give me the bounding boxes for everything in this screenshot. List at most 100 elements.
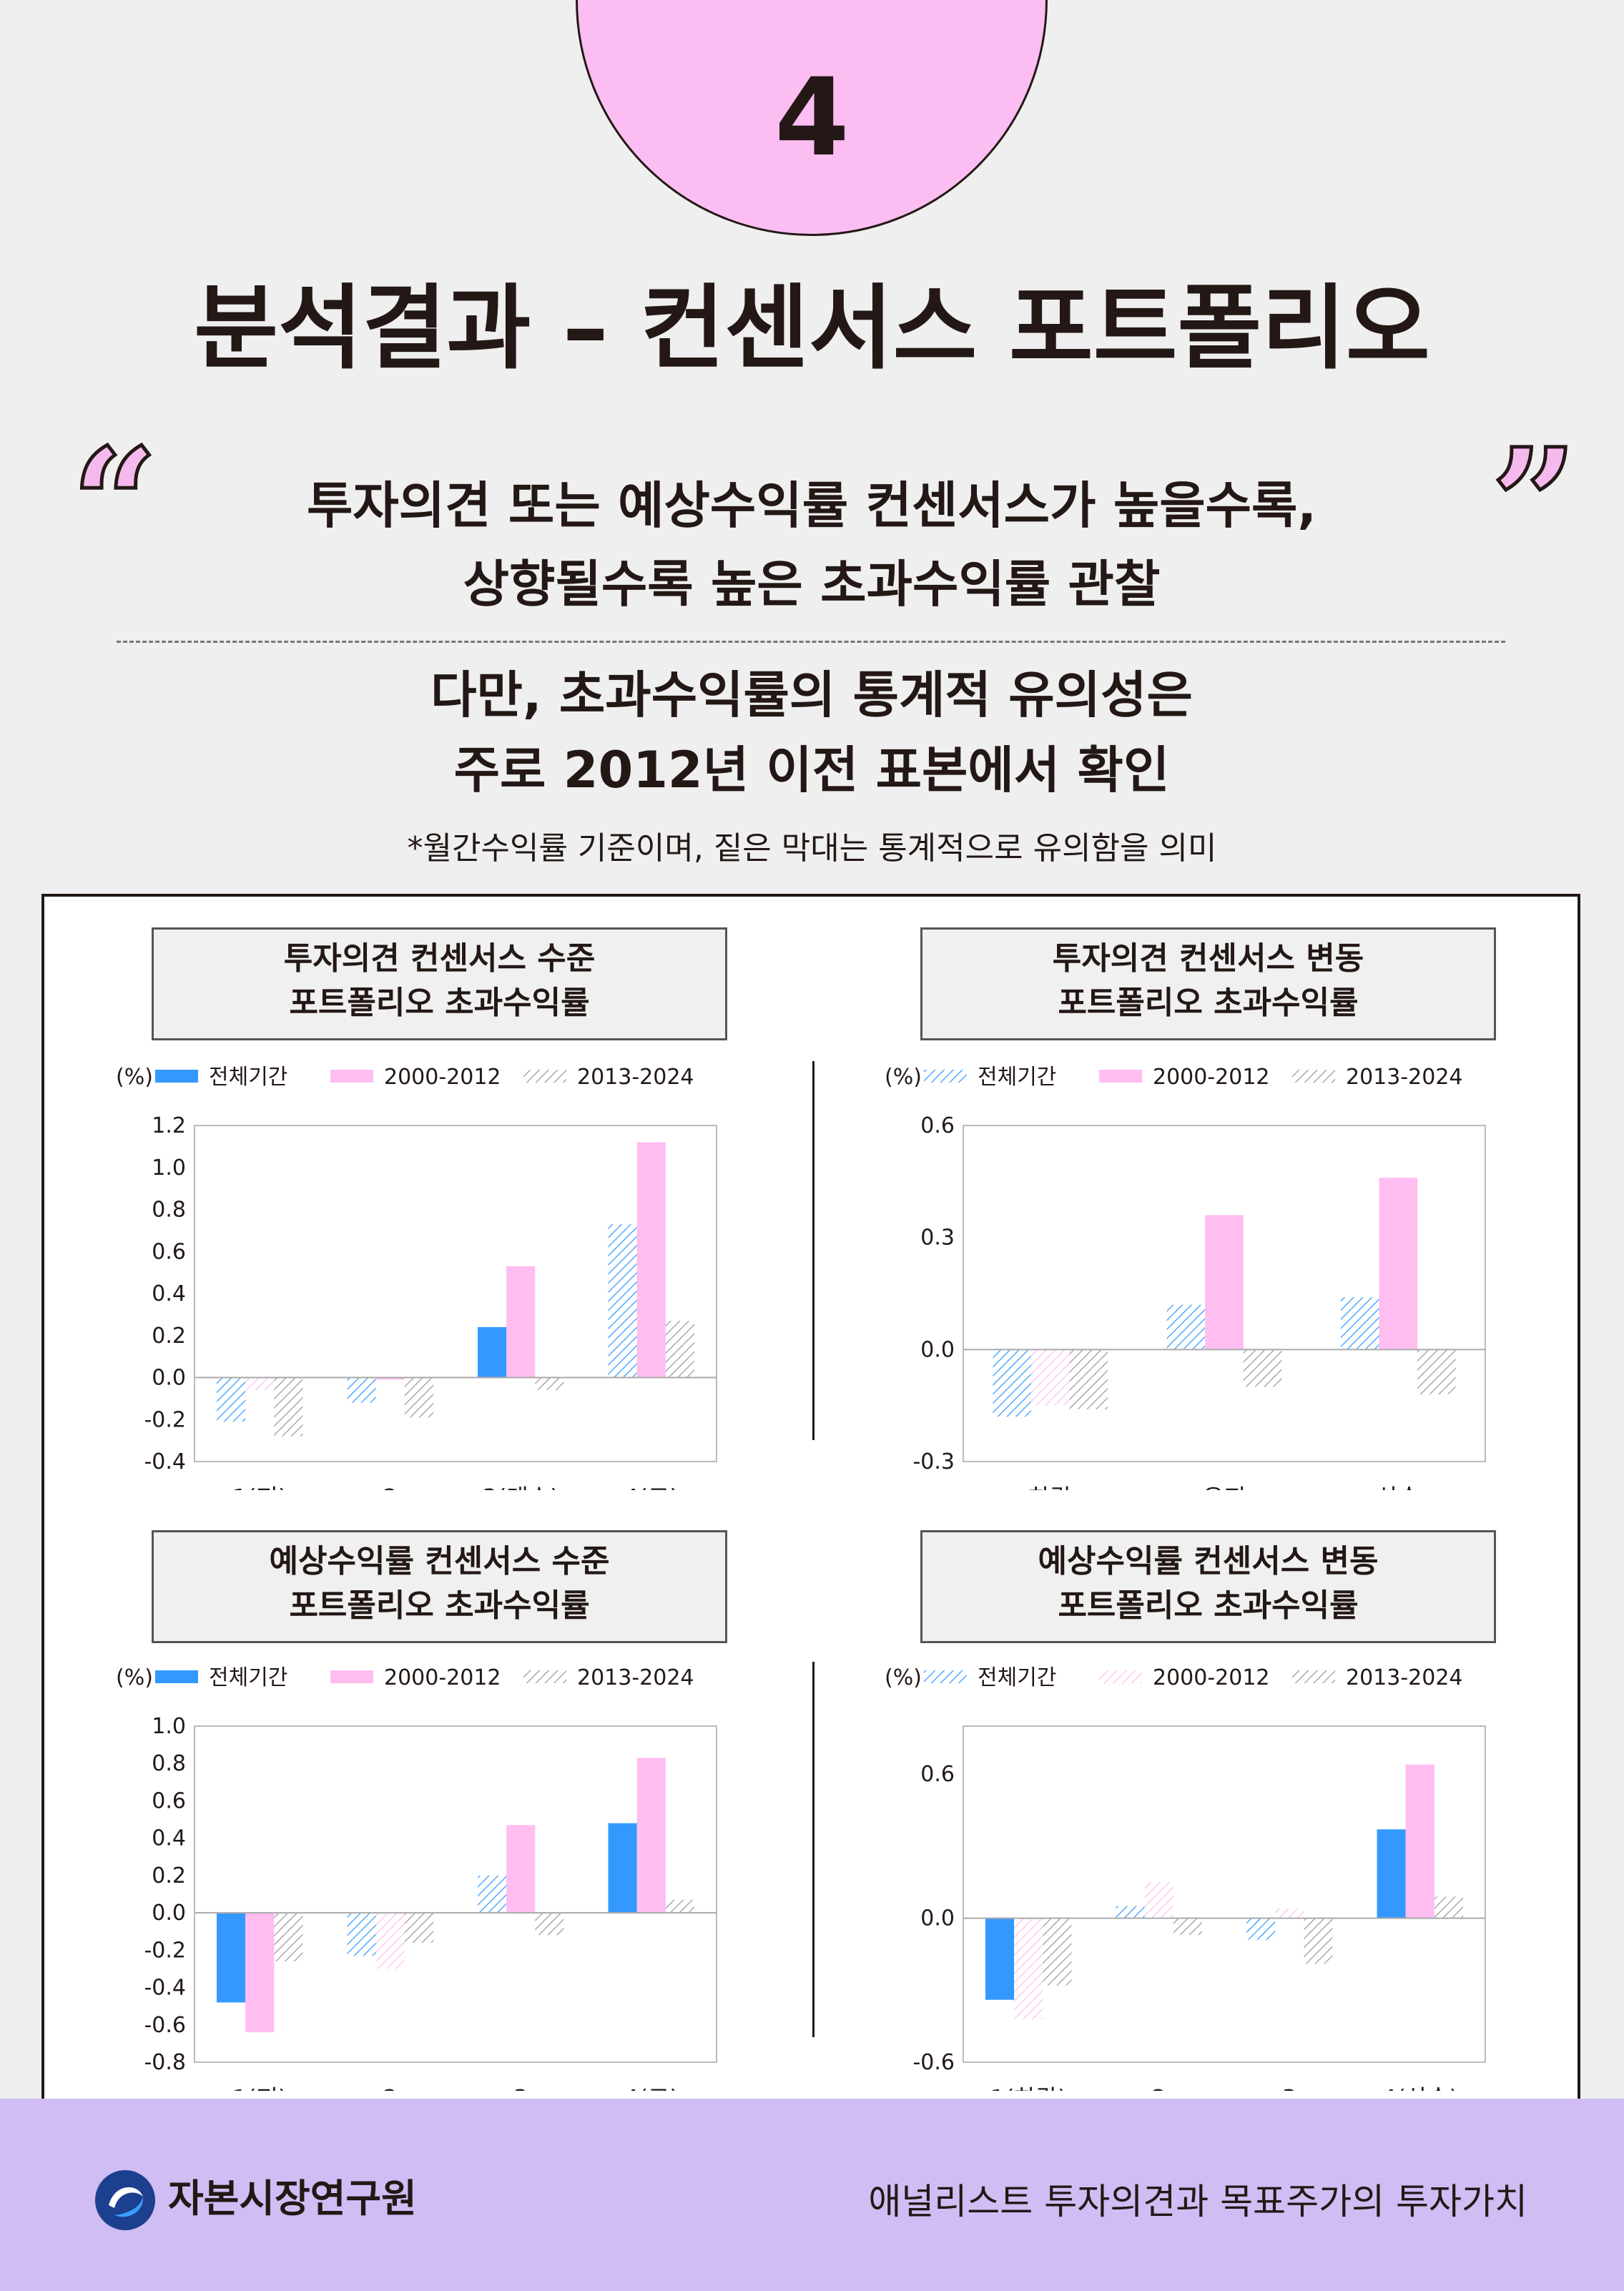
x-category-label: 2 <box>383 1484 398 1490</box>
y-tick-label: -0.8 <box>144 2050 186 2075</box>
unit-label: (%) <box>885 1665 922 1690</box>
bar-2013-2024-1(저) <box>274 1377 303 1437</box>
bar-2013-2024-1(저) <box>274 1913 303 1961</box>
bar-전체기간-4(상승) <box>1377 1829 1406 1918</box>
chart-3-title-line-1: 예상수익률 컨센서스 수준 <box>269 1543 610 1580</box>
unit-label: (%) <box>116 1665 153 1690</box>
headline-2-line-1: 다만, 초과수익률의 통계적 유의성은 <box>430 666 1193 724</box>
headline-1-line-2: 상향될수록 높은 초과수익률 관찰 <box>463 555 1161 614</box>
y-tick-label: 0.2 <box>152 1863 186 1888</box>
legend-swatch <box>523 1070 566 1083</box>
unit-label: (%) <box>116 1065 153 1090</box>
divider <box>117 641 1505 643</box>
y-tick-label: -0.4 <box>144 1449 186 1474</box>
x-category-label: 4(고) <box>624 1484 679 1490</box>
bar-2013-2024-3 <box>1304 1918 1333 1964</box>
legend-swatch <box>155 1070 198 1083</box>
org-name: 자본시장연구원 <box>168 2176 417 2221</box>
y-tick-label: -0.4 <box>144 1976 186 2001</box>
bar-2013-2024-4(상승) <box>1434 1896 1463 1918</box>
bar-2013-2024-2 <box>1173 1918 1202 1936</box>
x-category-label: 하락 <box>1028 1484 1072 1490</box>
bar-2013-2024-3 <box>535 1913 564 1936</box>
x-category-label: 1(하락) <box>990 2084 1067 2091</box>
bar-2013-2024-4(고) <box>665 1899 694 1913</box>
bar-전체기간-1(저) <box>217 1913 246 2003</box>
bar-전체기간-1(저) <box>217 1377 246 1422</box>
legend-label: 전체기간 <box>209 1665 287 1690</box>
y-tick-label: 0.2 <box>152 1324 186 1349</box>
bar-2000-2012-2 <box>1144 1882 1173 1918</box>
open-quote-icon: “ <box>70 415 160 592</box>
page-title: 분석결과 – 컨센서스 포트폴리오 <box>194 275 1430 382</box>
bar-2000-2012-상승 <box>1379 1178 1418 1350</box>
document-title: 애널리스트 투자의견과 목표주가의 투자가치 <box>868 2181 1527 2222</box>
bar-전체기간-하락 <box>993 1349 1031 1417</box>
bar-2013-2024-1(하락) <box>1043 1918 1072 1986</box>
bar-2013-2024-유지 <box>1243 1349 1282 1387</box>
legend-label: 전체기간 <box>978 1665 1056 1690</box>
headline-1-line-1: 투자의견 또는 예상수익률 컨센서스가 높을수록, <box>306 476 1317 535</box>
legend-swatch <box>330 1070 373 1083</box>
plot-area <box>963 1125 1486 1462</box>
footnote: *월간수익률 기준이며, 짙은 막대는 통계적으로 유의함을 의미 <box>407 830 1217 867</box>
y-tick-label: 1.2 <box>152 1113 186 1138</box>
y-tick-label: 0.4 <box>152 1826 186 1851</box>
close-quote-icon: ” <box>1490 415 1580 592</box>
bar-전체기간-상승 <box>1341 1297 1379 1350</box>
legend-label: 2000-2012 <box>1153 1665 1270 1690</box>
y-tick-label: 0.8 <box>152 1751 186 1776</box>
x-category-label: 유지 <box>1203 1484 1246 1490</box>
x-category-label: 4(고) <box>624 2084 679 2091</box>
legend-label: 2013-2024 <box>577 1065 694 1090</box>
y-tick-label: 1.0 <box>152 1714 186 1739</box>
bar-2013-2024-하락 <box>1069 1349 1108 1409</box>
bar-전체기간-3(매수) <box>478 1327 507 1378</box>
bar-2000-2012-2 <box>375 1913 405 1969</box>
legend-label: 전체기간 <box>978 1065 1056 1090</box>
chart-1-title-box: 투자의견 컨센서스 수준 포트폴리오 초과수익률 <box>152 927 727 1040</box>
bar-2000-2012-4(고) <box>636 1142 666 1378</box>
y-tick-label: 0.0 <box>152 1901 186 1926</box>
legend-label: 2000-2012 <box>384 1065 501 1090</box>
bar-2013-2024-4(고) <box>665 1321 694 1378</box>
legend-label: 2000-2012 <box>1153 1065 1270 1090</box>
bar-2000-2012-4(고) <box>636 1758 666 1913</box>
plot-area <box>194 1125 717 1462</box>
bar-전체기간-2 <box>1116 1906 1145 1918</box>
y-tick-label: 0.0 <box>920 1337 955 1362</box>
section-number: 4 <box>774 56 850 180</box>
legend-label: 전체기간 <box>209 1065 287 1090</box>
legend-swatch <box>523 1670 566 1683</box>
legend-swatch <box>1099 1670 1142 1683</box>
headline-2-line-2: 주로 2012년 이전 표본에서 확인 <box>453 741 1170 799</box>
chart-4-title-box: 예상수익률 컨센서스 변동 포트폴리오 초과수익률 <box>920 1530 1496 1643</box>
x-category-label: 상승 <box>1377 1484 1420 1490</box>
footer: 자본시장연구원 애널리스트 투자의견과 목표주가의 투자가치 <box>0 2099 1624 2291</box>
bar-전체기간-4(고) <box>608 1823 637 1913</box>
chart-2-title-box: 투자의견 컨센서스 변동 포트폴리오 초과수익률 <box>920 927 1496 1040</box>
chart-2-title-line-2: 포트폴리오 초과수익률 <box>1058 985 1359 1021</box>
bar-전체기간-4(고) <box>608 1224 637 1378</box>
bar-2000-2012-4(상승) <box>1405 1764 1434 1918</box>
chart-3-title-box: 예상수익률 컨센서스 수준 포트폴리오 초과수익률 <box>152 1530 727 1643</box>
chart-2-title-line-1: 투자의견 컨센서스 변동 <box>1052 940 1364 977</box>
charts-panel: 투자의견 컨센서스 수준 포트폴리오 초과수익률 투자의견 컨센서스 변동 포트… <box>41 894 1580 2109</box>
y-tick-label: 0.8 <box>152 1198 186 1223</box>
y-tick-label: 0.0 <box>920 1906 955 1931</box>
legend-label: 2013-2024 <box>1346 1665 1463 1690</box>
x-category-label: 2 <box>383 2084 398 2091</box>
bar-2000-2012-3 <box>1275 1908 1304 1918</box>
bar-전체기간-1(하락) <box>985 1918 1015 2000</box>
bar-2000-2012-2 <box>375 1377 405 1380</box>
x-category-label: 1(저) <box>232 1484 287 1490</box>
y-tick-label: 0.6 <box>152 1788 186 1813</box>
legend-swatch <box>1292 1070 1335 1083</box>
x-category-label: 4(상승) <box>1382 2084 1458 2091</box>
bar-2000-2012-1(저) <box>245 1913 275 2033</box>
x-category-label: 3 <box>1282 2084 1297 2091</box>
legend-label: 2013-2024 <box>577 1665 694 1690</box>
y-tick-label: -0.6 <box>912 2050 955 2075</box>
bar-2000-2012-3 <box>506 1825 536 1913</box>
bar-2013-2024-상승 <box>1417 1349 1456 1394</box>
